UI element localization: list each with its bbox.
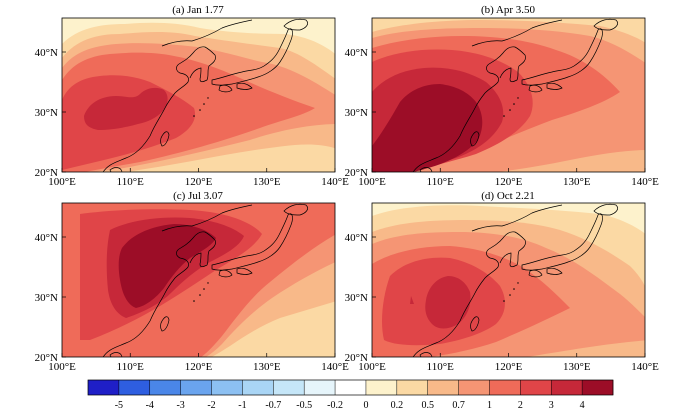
colorbar-swatch [582, 380, 614, 395]
colorbar-label: 0.2 [391, 400, 404, 411]
panel-b-lat-label: 20°N [345, 167, 368, 179]
panel-c-map [62, 203, 335, 357]
colorbar-label: 0 [363, 400, 368, 411]
panel-b-title: (b) Apr 3.50 [481, 4, 536, 16]
colorbar-label: -2 [207, 400, 215, 411]
colorbar-swatch [149, 380, 181, 395]
panel-b-lon-label: 120°E [495, 176, 523, 188]
colorbar-swatch [118, 380, 151, 395]
colorbar-label: 1 [487, 400, 492, 411]
panel-a-lon-label: 100°E [48, 176, 76, 188]
panel-d-map [372, 203, 645, 357]
panel-a-lon-label: 140°E [321, 176, 349, 188]
colorbar-swatch [273, 380, 305, 395]
panel-d-lat-label: 40°N [345, 232, 368, 244]
colorbar-swatch [427, 380, 459, 395]
panel-d-lon-label: 110°E [427, 361, 454, 373]
colorbar-label: 2 [518, 400, 523, 411]
panel-c-lat-label: 30°N [35, 292, 58, 304]
panel-b-lon-label: 100°E [358, 176, 386, 188]
colorbar-swatch [365, 380, 398, 395]
colorbar-label: -4 [146, 400, 154, 411]
colorbar-label: -0.2 [327, 400, 343, 411]
axis-ticks: 100°E 110°E 120°E 130°E 140°E20°N30°N40°N100… [35, 47, 659, 373]
panel-a-lat-label: 40°N [35, 47, 58, 59]
colorbar-swatch [458, 380, 490, 395]
panel-d-lat-label: 20°N [345, 352, 368, 364]
colorbar-swatch [396, 380, 429, 395]
panel-b-lat-label: 30°N [345, 107, 368, 119]
panel-d-title: (d) Oct 2.21 [481, 190, 534, 202]
colorbar-swatch [335, 380, 367, 395]
panel-b-lon-label: 110°E [427, 176, 454, 188]
panel-a-lat-label: 30°N [35, 107, 58, 119]
panel-c-lon-label: 110°E [117, 361, 144, 373]
colorbar-label: -3 [176, 400, 184, 411]
colorbar-swatch [551, 380, 583, 395]
colorbar-swatch [489, 380, 521, 395]
panel-b-lon-label: 140°E [631, 176, 659, 188]
panel-a-lon-label: 130°E [253, 176, 281, 188]
colorbar-label: 3 [549, 400, 554, 411]
colorbar-label: 0.7 [452, 400, 465, 411]
panel-c-lon-label: 140°E [321, 361, 349, 373]
panel-c-title: (c) Jul 3.07 [173, 190, 223, 202]
colorbar-swatch [242, 380, 274, 395]
panel-c-lat-label: 40°N [35, 232, 58, 244]
panel-b-map [372, 18, 645, 172]
panel-b-lat-label: 40°N [345, 47, 368, 59]
panel-b-lon-label: 130°E [563, 176, 591, 188]
colorbar-border [87, 379, 614, 396]
panel-d-lat-label: 30°N [345, 292, 368, 304]
colorbar-label: -1 [238, 400, 246, 411]
panel-d-lon-label: 140°E [631, 361, 659, 373]
colorbar-label: 0.5 [421, 400, 434, 411]
colorbar-label: -0.7 [265, 400, 281, 411]
panel-c-lon-label: 120°E [185, 361, 213, 373]
panel-a-lon-label: 120°E [185, 176, 213, 188]
panel-a-map [62, 18, 335, 172]
colorbar-swatch [88, 380, 120, 395]
colorbar-label: -0.5 [296, 400, 312, 411]
panel-c-lat-label: 20°N [35, 352, 58, 364]
panel-d-lon-label: 120°E [495, 361, 523, 373]
colorbar-swatch [520, 380, 552, 395]
panel-a-title: (a) Jan 1.77 [172, 4, 224, 16]
panel-a-lon-label: 110°E [117, 176, 144, 188]
panel-c-lon-label: 100°E [48, 361, 76, 373]
colorbar-swatch [211, 380, 243, 395]
colorbar-label: -5 [115, 400, 123, 411]
panel-d-lon-label: 100°E [358, 361, 386, 373]
panel-c-lon-label: 130°E [253, 361, 281, 373]
panel-d-lon-label: 130°E [563, 361, 591, 373]
panel-a-lat-label: 20°N [35, 167, 58, 179]
colorbar-swatch [304, 380, 336, 395]
colorbar-label: 4 [580, 400, 585, 411]
colorbar: -5 -4 -3 -2 -1 -0.7 -0.5 -0.2 0 0.2 0.5 0.7 1 2 3 4 [87, 379, 614, 411]
colorbar-swatch [180, 380, 212, 395]
